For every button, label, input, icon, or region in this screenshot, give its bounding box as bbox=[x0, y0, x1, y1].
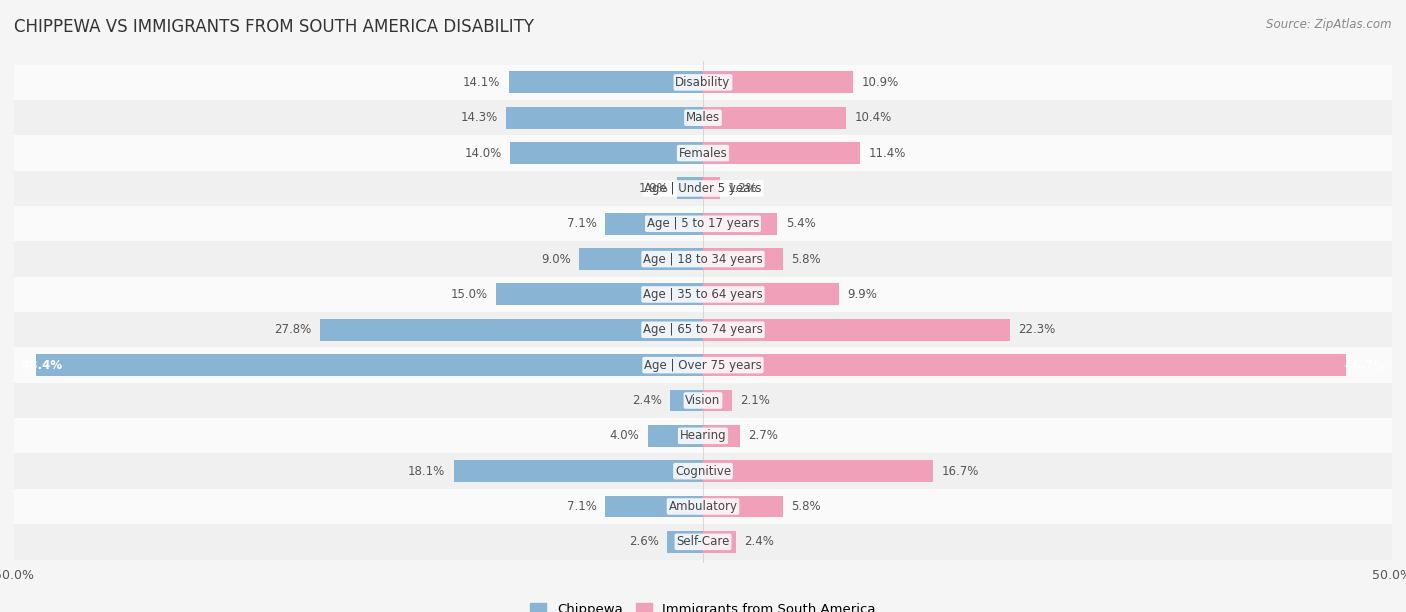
Text: 14.3%: 14.3% bbox=[460, 111, 498, 124]
Bar bbox=[14, 100, 1392, 135]
Text: 9.0%: 9.0% bbox=[541, 253, 571, 266]
Text: 2.4%: 2.4% bbox=[631, 394, 662, 407]
Bar bbox=[668, 531, 703, 553]
Bar bbox=[14, 312, 1392, 348]
Text: 2.1%: 2.1% bbox=[740, 394, 770, 407]
Bar bbox=[703, 248, 783, 270]
Text: 2.6%: 2.6% bbox=[628, 536, 659, 548]
Bar bbox=[703, 142, 860, 164]
Bar bbox=[14, 418, 1392, 453]
Text: 18.1%: 18.1% bbox=[408, 465, 446, 477]
Bar bbox=[703, 319, 1011, 341]
Text: Females: Females bbox=[679, 147, 727, 160]
Text: 11.4%: 11.4% bbox=[869, 147, 905, 160]
Text: 9.9%: 9.9% bbox=[848, 288, 877, 301]
Bar bbox=[703, 460, 934, 482]
Legend: Chippewa, Immigrants from South America: Chippewa, Immigrants from South America bbox=[524, 598, 882, 612]
Text: Self-Care: Self-Care bbox=[676, 536, 730, 548]
Bar bbox=[506, 106, 703, 129]
Bar bbox=[648, 425, 703, 447]
Bar bbox=[579, 248, 703, 270]
Text: Age | Under 5 years: Age | Under 5 years bbox=[644, 182, 762, 195]
Text: 5.8%: 5.8% bbox=[792, 500, 821, 513]
Text: Hearing: Hearing bbox=[679, 429, 727, 442]
Bar bbox=[703, 389, 733, 411]
Text: Age | 65 to 74 years: Age | 65 to 74 years bbox=[643, 323, 763, 336]
Text: Age | 35 to 64 years: Age | 35 to 64 years bbox=[643, 288, 763, 301]
Text: 1.2%: 1.2% bbox=[728, 182, 758, 195]
Bar bbox=[703, 106, 846, 129]
Bar bbox=[509, 72, 703, 94]
Text: 7.1%: 7.1% bbox=[567, 500, 598, 513]
Bar bbox=[14, 171, 1392, 206]
Bar bbox=[510, 142, 703, 164]
Text: Vision: Vision bbox=[685, 394, 721, 407]
Text: 2.7%: 2.7% bbox=[748, 429, 779, 442]
Text: 14.1%: 14.1% bbox=[463, 76, 501, 89]
Bar bbox=[14, 65, 1392, 100]
Bar bbox=[605, 496, 703, 518]
Bar bbox=[703, 425, 740, 447]
Text: Cognitive: Cognitive bbox=[675, 465, 731, 477]
Bar bbox=[703, 72, 853, 94]
Bar bbox=[14, 489, 1392, 524]
Text: 27.8%: 27.8% bbox=[274, 323, 312, 336]
Text: 14.0%: 14.0% bbox=[464, 147, 502, 160]
Bar bbox=[703, 354, 1347, 376]
Text: 7.1%: 7.1% bbox=[567, 217, 598, 230]
Text: 5.4%: 5.4% bbox=[786, 217, 815, 230]
Text: Males: Males bbox=[686, 111, 720, 124]
Text: 16.7%: 16.7% bbox=[942, 465, 979, 477]
Bar bbox=[14, 206, 1392, 242]
Text: 5.8%: 5.8% bbox=[792, 253, 821, 266]
Bar bbox=[14, 524, 1392, 559]
Text: Age | 18 to 34 years: Age | 18 to 34 years bbox=[643, 253, 763, 266]
Bar bbox=[14, 277, 1392, 312]
Text: Ambulatory: Ambulatory bbox=[668, 500, 738, 513]
Bar bbox=[14, 382, 1392, 418]
Bar bbox=[703, 496, 783, 518]
Bar bbox=[703, 213, 778, 235]
Bar bbox=[605, 213, 703, 235]
Text: 1.9%: 1.9% bbox=[638, 182, 669, 195]
Text: 2.4%: 2.4% bbox=[744, 536, 775, 548]
Bar bbox=[676, 177, 703, 200]
Bar bbox=[703, 283, 839, 305]
Text: 46.7%: 46.7% bbox=[1344, 359, 1385, 371]
Bar bbox=[321, 319, 703, 341]
Bar bbox=[703, 531, 737, 553]
Bar bbox=[703, 177, 720, 200]
Text: 48.4%: 48.4% bbox=[21, 359, 62, 371]
Bar bbox=[14, 135, 1392, 171]
Bar bbox=[14, 348, 1392, 382]
Bar bbox=[37, 354, 703, 376]
Text: Disability: Disability bbox=[675, 76, 731, 89]
Text: CHIPPEWA VS IMMIGRANTS FROM SOUTH AMERICA DISABILITY: CHIPPEWA VS IMMIGRANTS FROM SOUTH AMERIC… bbox=[14, 18, 534, 36]
Bar bbox=[669, 389, 703, 411]
Text: Age | 5 to 17 years: Age | 5 to 17 years bbox=[647, 217, 759, 230]
Text: 15.0%: 15.0% bbox=[451, 288, 488, 301]
Text: 4.0%: 4.0% bbox=[610, 429, 640, 442]
Text: 10.9%: 10.9% bbox=[862, 76, 898, 89]
Text: Source: ZipAtlas.com: Source: ZipAtlas.com bbox=[1267, 18, 1392, 31]
Bar bbox=[14, 453, 1392, 489]
Bar bbox=[496, 283, 703, 305]
Text: 22.3%: 22.3% bbox=[1018, 323, 1056, 336]
Text: 10.4%: 10.4% bbox=[855, 111, 891, 124]
Bar bbox=[14, 242, 1392, 277]
Bar bbox=[454, 460, 703, 482]
Text: Age | Over 75 years: Age | Over 75 years bbox=[644, 359, 762, 371]
